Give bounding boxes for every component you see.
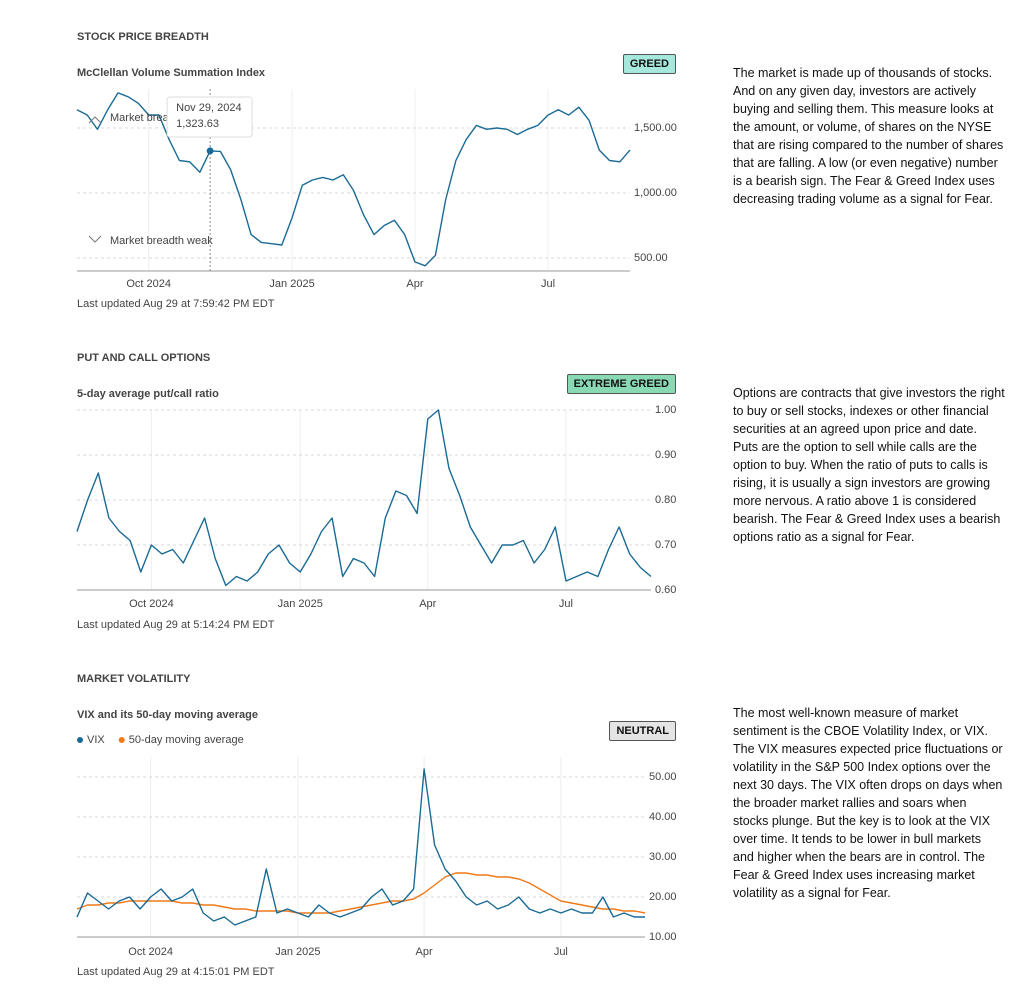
sentiment-badge: EXTREME GREED xyxy=(566,374,676,394)
tooltip-point xyxy=(206,147,214,155)
legend-swatch xyxy=(118,737,125,743)
y-tick-label: 1,500.00 xyxy=(634,122,677,134)
tooltip-value: 1,323.63 xyxy=(176,118,219,130)
legend-swatch xyxy=(77,737,83,743)
y-tick-label: 0.60 xyxy=(655,584,676,596)
section-title: MARKET VOLATILITY xyxy=(77,673,191,685)
section-title: STOCK PRICE BREADTH xyxy=(77,31,209,43)
y-tick-label: 1,000.00 xyxy=(634,187,677,199)
last-updated: Last updated Aug 29 at 5:14:24 PM EDT xyxy=(77,619,275,631)
data-line xyxy=(76,768,645,926)
x-tick-label: Apr xyxy=(419,598,436,610)
y-tick-label: 50.00 xyxy=(649,771,677,783)
y-tick-label: 0.70 xyxy=(655,539,676,551)
y-tick-label: 30.00 xyxy=(649,851,677,863)
description: Options are contracts that give investor… xyxy=(733,386,1005,544)
y-tick-label: 0.80 xyxy=(655,494,676,506)
x-tick-label: Jan 2025 xyxy=(269,278,314,290)
last-updated: Last updated Aug 29 at 7:59:42 PM EDT xyxy=(77,298,275,310)
chart-title: 5-day average put/call ratio xyxy=(77,388,219,400)
x-tick-label: Jan 2025 xyxy=(278,598,323,610)
legend-label: VIX xyxy=(87,734,105,746)
description: The market is made up of thousands of st… xyxy=(733,66,1004,206)
y-tick-label: 20.00 xyxy=(649,891,677,903)
y-tick-label: 1.00 xyxy=(655,404,676,416)
last-updated: Last updated Aug 29 at 4:15:01 PM EDT xyxy=(77,966,275,978)
description: The most well-known measure of market se… xyxy=(733,706,1003,900)
chevron-up xyxy=(88,116,102,124)
chart-title: VIX and its 50-day moving average xyxy=(77,709,258,721)
y-tick-label: 40.00 xyxy=(649,811,677,823)
data-line xyxy=(76,872,646,914)
tooltip-box xyxy=(166,96,253,138)
x-tick-label: Jan 2025 xyxy=(275,946,320,958)
x-tick-label: Jul xyxy=(554,946,568,958)
chevron-down xyxy=(88,235,102,243)
x-tick-label: Apr xyxy=(406,278,423,290)
chart-title: McClellan Volume Summation Index xyxy=(77,67,266,79)
x-tick-label: Oct 2024 xyxy=(128,946,173,958)
y-tick-label: 0.90 xyxy=(655,449,676,461)
data-line xyxy=(76,92,631,267)
sentiment-badge: NEUTRAL xyxy=(609,721,676,741)
x-tick-label: Jul xyxy=(541,278,555,290)
y-tick-label: 10.00 xyxy=(649,931,677,943)
tooltip-label: Nov 29, 2024 xyxy=(176,102,241,114)
sentiment-badge: GREED xyxy=(622,54,676,74)
x-tick-label: Oct 2024 xyxy=(129,598,174,610)
y-tick-label: 500.00 xyxy=(634,252,668,264)
x-tick-label: Jul xyxy=(559,598,573,610)
annotation: Market breadth weak xyxy=(110,235,213,247)
section-title: PUT AND CALL OPTIONS xyxy=(77,352,210,364)
legend-label: 50-day moving average xyxy=(129,734,244,746)
data-line xyxy=(76,409,652,587)
x-tick-label: Oct 2024 xyxy=(126,278,171,290)
x-tick-label: Apr xyxy=(416,946,433,958)
